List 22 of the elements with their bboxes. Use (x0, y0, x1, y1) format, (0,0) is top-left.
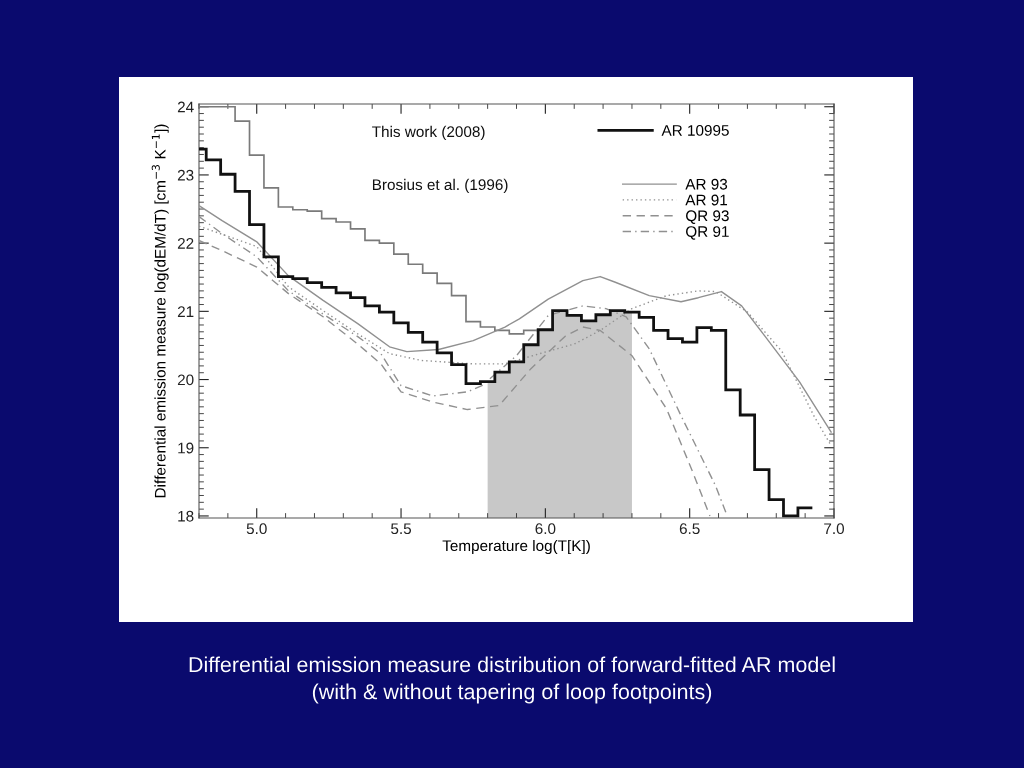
x-tick-label: 7.0 (824, 523, 845, 535)
y-tick-label: 20 (177, 374, 194, 386)
x-tick-label: 5.0 (246, 523, 267, 535)
text: Differential emission measure distribution of forward-fitted AR model (with & without tapering of loop footpoints) (189, 656, 835, 704)
x-axis-title: Temperature log(T[K]) (442, 539, 590, 555)
y-axis-title: Differential emission measure log(dEM/dT) [cm$^{−3}$ K$^{−1}$]) (151, 124, 169, 498)
x-tick-label: 5.5 (391, 523, 412, 535)
legend-label: QR 91 (686, 226, 729, 240)
y-tick-label: 18 (178, 510, 194, 522)
legend-label: AR 93 (685, 178, 728, 190)
legend-label: AR 91 (685, 194, 728, 206)
y-tick-label: 23 (177, 169, 194, 181)
annotation: Brosius et al. (1996) (372, 178, 508, 194)
x-tick-label: 6.5 (679, 523, 700, 535)
y-tick-label: 19 (178, 442, 194, 454)
y-tick-label: 24 (177, 101, 194, 113)
x-tick-label: 6.0 (535, 523, 556, 535)
annotation: This work (2008) (372, 125, 485, 141)
y-tick-label: 22 (177, 238, 194, 249)
y-tick-label: 21 (177, 306, 194, 317)
legend-label: AR 10995 (661, 125, 729, 136)
legend-label: QR 93 (686, 210, 729, 224)
